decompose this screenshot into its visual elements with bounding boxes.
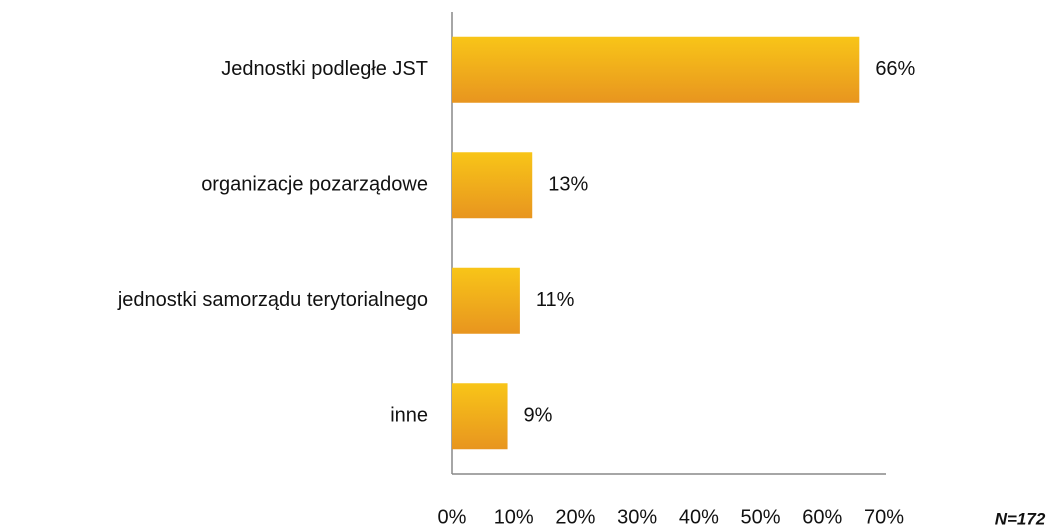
bar (452, 383, 508, 450)
bar (452, 267, 520, 334)
data-label: 13% (548, 174, 588, 196)
x-tick-label: 0% (438, 506, 467, 528)
x-tick-label: 70% (864, 506, 904, 528)
data-label: 9% (524, 405, 553, 427)
x-tick-label: 30% (617, 506, 657, 528)
y-tick-label: inne (390, 405, 428, 427)
data-label: 66% (875, 58, 915, 80)
bar (452, 36, 860, 103)
x-tick-label: 50% (741, 506, 781, 528)
y-tick-label: organizacje pozarządowe (201, 174, 428, 196)
x-tick-label: 40% (679, 506, 719, 528)
y-tick-label: Jednostki podległe JST (221, 58, 428, 80)
x-tick-label: 10% (494, 506, 534, 528)
x-tick-label: 60% (802, 506, 842, 528)
bar (452, 152, 533, 219)
y-tick-label: jednostki samorządu terytorialnego (117, 289, 428, 311)
x-tick-label: 20% (555, 506, 595, 528)
annotation: N=172 (995, 509, 1046, 528)
data-label: 11% (536, 289, 575, 311)
